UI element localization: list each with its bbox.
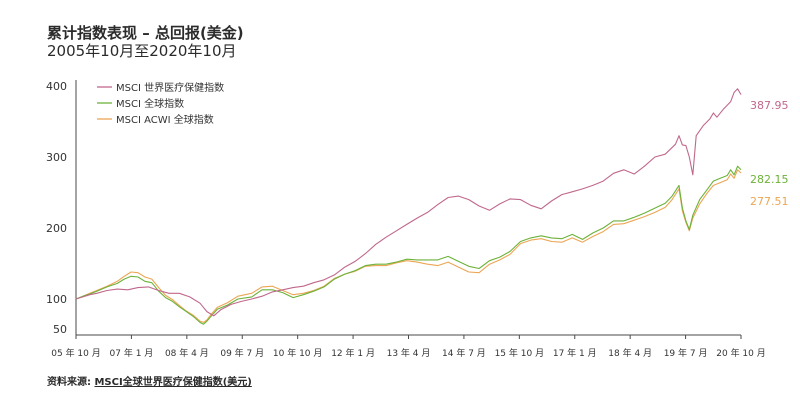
legend-label: MSCI 全球指数 bbox=[116, 97, 184, 110]
x-tick-label: 18 年 4 月 bbox=[608, 347, 652, 359]
x-tick-label: 15 年 10 月 bbox=[495, 347, 545, 359]
x-tick-label: 08 年 4 月 bbox=[165, 347, 209, 359]
axes: 50 100 200 300 400 05 年 10 月 07 年 1 月 08 年 4 月 0… bbox=[46, 80, 766, 359]
x-tick-label: 07 年 1 月 bbox=[110, 347, 154, 359]
series-end-label: 282.15 bbox=[750, 173, 789, 186]
end-labels: 387.95 282.15 277.51 bbox=[750, 99, 789, 208]
chart-subtitle: 2005年10月至2020年10月 bbox=[47, 42, 237, 60]
y-tick-label: 300 bbox=[46, 151, 67, 164]
x-tick-label: 17 年 1 月 bbox=[553, 347, 597, 359]
series-group bbox=[75, 88, 742, 325]
legend-label: MSCI ACWI 全球指数 bbox=[116, 113, 214, 126]
x-tick-label: 12 年 1 月 bbox=[331, 347, 375, 359]
y-tick-label: 100 bbox=[46, 293, 67, 306]
series-end-label: 387.95 bbox=[750, 99, 789, 112]
legend-label: MSCI 世界医疗保健指数 bbox=[116, 81, 224, 94]
legend: MSCI 世界医疗保健指数 MSCI 全球指数 MSCI ACWI 全球指数 bbox=[97, 81, 224, 126]
x-tick-label: 13 年 4 月 bbox=[387, 347, 431, 359]
y-tick-label: 400 bbox=[46, 80, 67, 93]
x-tick-label: 19 年 7 月 bbox=[664, 347, 708, 359]
source-prefix: 资料来源: bbox=[47, 377, 95, 388]
x-tick-label: 10 年 10 月 bbox=[273, 347, 323, 359]
y-tick-label: 50 bbox=[53, 323, 67, 336]
x-tick-label: 05 年 10 月 bbox=[51, 347, 101, 359]
x-tick-label: 09 年 7 月 bbox=[220, 347, 264, 359]
y-tick-label: 200 bbox=[46, 222, 67, 235]
source-note: 资料来源: MSCI全球世界医疗保健指数(美元) bbox=[47, 373, 252, 388]
x-tick-label: 20 年 10 月 bbox=[716, 347, 766, 359]
series-end-label: 277.51 bbox=[750, 195, 789, 208]
chart-title: 累计指数表现 – 总回报(美金) bbox=[47, 24, 244, 42]
source-link[interactable]: MSCI全球世界医疗保健指数(美元) bbox=[94, 377, 252, 388]
x-tick-label: 14 年 7 月 bbox=[442, 347, 486, 359]
series-line bbox=[75, 165, 742, 325]
series-line bbox=[75, 169, 742, 323]
series-line bbox=[75, 88, 742, 317]
